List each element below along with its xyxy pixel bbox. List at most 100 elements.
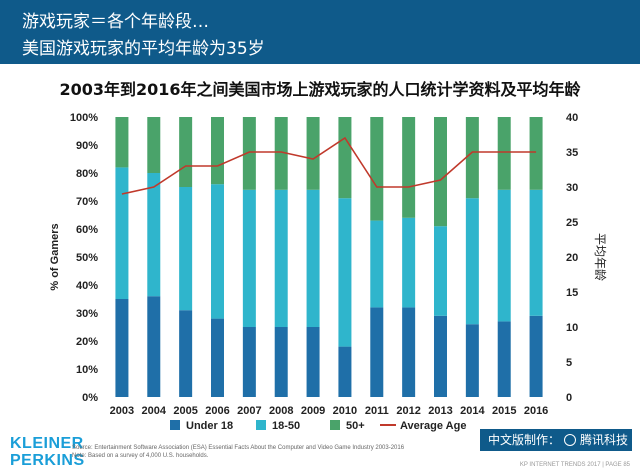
y2-tick-label: 30 [566,182,578,194]
x-tick-label-2007: 2007 [237,405,261,417]
bar-under-18-2014 [465,324,479,397]
x-tick-label-2005: 2005 [173,405,197,417]
source-line: Source: Entertainment Software Associati… [72,445,405,451]
x-tick-label-2004: 2004 [142,405,167,417]
x-tick-label-2003: 2003 [110,405,134,417]
bar-under-18-2004 [147,296,161,397]
y2-tick-label: 15 [566,287,578,299]
y2-tick-label: 10 [566,322,578,334]
x-tick-label-2013: 2013 [428,405,452,417]
bar-18-50-2011 [370,220,384,308]
bar-18-50-2004 [147,173,161,297]
bar-18-50-2012 [402,217,416,308]
x-tick-label-2006: 2006 [205,405,229,417]
y-tick-label: 60% [76,224,98,236]
bar-18-50-2013 [434,226,447,316]
logo-line-2: PERKINS [10,452,85,469]
y-tick-label: 70% [76,196,98,208]
x-tick-label-2014: 2014 [460,405,485,417]
bar-under-18-2015 [497,321,511,397]
bar-18-50-2006 [211,184,224,319]
y-tick-label: 40% [76,280,98,292]
bar-under-18-2012 [402,307,416,397]
bar-18-50-2009 [306,189,320,327]
x-tick-label-2016: 2016 [524,405,548,417]
bar-under-18-2008 [274,327,288,397]
bar-18-50-2014 [465,198,479,325]
legend-swatch-50- [330,420,340,430]
page-reference: KP INTERNET TRENDS 2017 | PAGE 85 [519,462,630,468]
y2-tick-label: 20 [566,252,578,264]
badge-brand: 腾讯科技 [580,433,629,447]
bar-18-50-2015 [497,189,511,322]
bar-50--2004 [147,117,161,173]
bar-50--2009 [306,117,320,190]
bar-50--2008 [274,117,288,190]
y-tick-label: 100% [70,112,98,124]
legend-swatch-18-50 [256,420,266,430]
x-tick-label-2009: 2009 [301,405,325,417]
bar-50--2011 [370,117,384,221]
translation-badge: 中文版制作： 腾讯科技 [480,429,632,451]
y-tick-label: 80% [76,168,98,180]
y-tick-label: 0% [82,392,98,404]
bar-18-50-2008 [274,189,288,327]
y2-tick-label: 40 [566,112,578,124]
bar-50--2010 [338,117,352,199]
bar-50--2003 [115,117,129,168]
note-line: Note: Based on a survey of 4,000 U.S. ho… [72,453,209,459]
bar-under-18-2007 [242,327,256,397]
bar-50--2013 [434,117,447,227]
x-tick-label-2010: 2010 [333,405,357,417]
average-age-line [121,136,537,195]
bar-50--2016 [529,117,543,190]
bar-under-18-2006 [211,318,224,397]
y2-axis-label: 平均年龄 [593,233,607,281]
y2-tick-label: 0 [566,392,572,404]
y-tick-label: 90% [76,140,98,152]
bar-18-50-2016 [529,189,543,316]
y-tick-label: 20% [76,336,98,348]
bar-50--2015 [497,117,511,190]
bar-under-18-2005 [179,310,193,397]
tencent-logo-icon [564,434,577,446]
y2-tick-label: 5 [566,357,572,369]
chart-title: 2003年到2016年之间美国市场上游戏玩家的人口统计学资料及平均年龄 [59,80,581,99]
bar-50--2006 [211,117,224,185]
y-tick-label: 10% [76,364,98,376]
x-tick-label-2015: 2015 [492,405,516,417]
badge-text: 中文版制作： [488,433,561,447]
legend-label-average-age: Average Age [400,420,466,432]
legend-label-under-18: Under 18 [186,420,233,432]
slide-header: 游戏玩家＝各个年龄段… 美国游戏玩家的平均年龄为35岁 [0,0,640,64]
x-tick-label-2012: 2012 [396,405,420,417]
bar-18-50-2003 [115,167,129,299]
bar-under-18-2016 [529,315,543,397]
bar-50--2007 [242,117,256,190]
bar-under-18-2003 [115,299,129,397]
x-tick-label-2011: 2011 [365,405,389,417]
y2-tick-label: 35 [566,147,578,159]
bar-under-18-2010 [338,346,352,397]
bar-18-50-2007 [242,189,256,327]
bar-50--2012 [402,117,416,218]
bar-50--2005 [179,117,193,187]
bar-50--2014 [465,117,479,199]
legend-label-50-: 50+ [346,420,365,432]
y2-tick-label: 25 [566,217,578,229]
legend-label-18-50: 18-50 [272,420,300,432]
logo-line-1: KLEINER [10,435,84,452]
bar-under-18-2009 [306,327,320,397]
y-axis-label: % of Gamers [49,223,61,290]
bar-18-50-2010 [338,198,352,347]
kleiner-perkins-logo: KLEINER PERKINS [10,435,85,469]
bar-under-18-2013 [434,315,447,397]
bar-under-18-2011 [370,307,384,397]
header-line-2: 美国游戏玩家的平均年龄为35岁 [22,39,265,59]
x-tick-label-2008: 2008 [269,405,293,417]
y-tick-label: 30% [76,308,98,320]
header-line-1: 游戏玩家＝各个年龄段… [22,12,209,32]
legend-swatch-under-18 [170,420,180,430]
bar-18-50-2005 [179,187,193,311]
